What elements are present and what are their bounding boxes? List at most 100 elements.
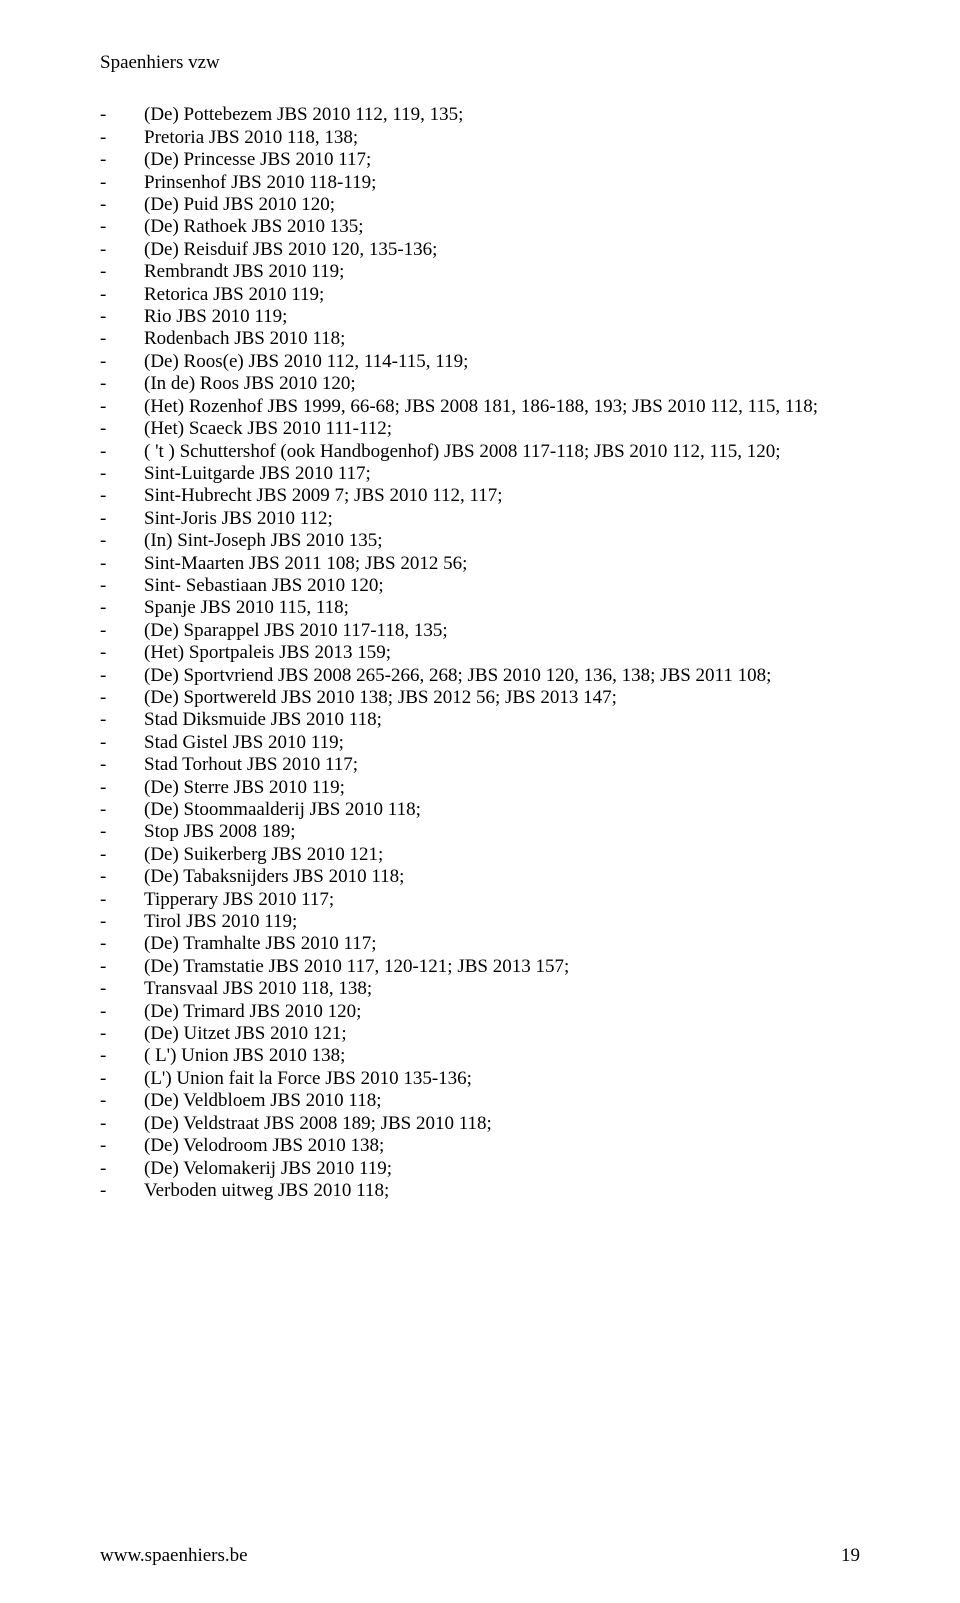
- bullet-dash: -: [100, 1158, 106, 1180]
- bullet-dash: -: [100, 777, 106, 799]
- list-item-text: Sint- Sebastiaan JBS 2010 120;: [144, 575, 384, 596]
- document-page: Spaenhiers vzw - (De) Pottebezem JBS 2010…: [0, 0, 960, 1603]
- list-item-text: Stad Gistel JBS 2010 119;: [144, 732, 344, 753]
- list-item: - (De) Roos(e) JBS 2010 112, 114-115, 119…: [100, 351, 860, 373]
- list-item-text: (De) Suikerberg JBS 2010 121;: [144, 844, 383, 865]
- list-item: - Stad Diksmuide JBS 2010 118;: [100, 709, 860, 731]
- list-item-text: (De) Sparappel JBS 2010 117-118, 135;: [144, 620, 448, 641]
- bullet-dash: -: [100, 866, 106, 888]
- bullet-dash: -: [100, 1068, 106, 1090]
- list-item-text: (De) Roos(e) JBS 2010 112, 114-115, 119;: [144, 351, 468, 372]
- bullet-dash: -: [100, 194, 106, 216]
- list-item: -(De) Uitzet JBS 2010 121;: [100, 1023, 860, 1045]
- list-item: -Pretoria JBS 2010 118, 138;: [100, 127, 860, 149]
- list-item: -Rio JBS 2010 119;: [100, 306, 860, 328]
- bullet-dash: -: [100, 149, 106, 171]
- list-item: - Tirol JBS 2010 119;: [100, 911, 860, 933]
- list-item-text: Rio JBS 2010 119;: [144, 306, 287, 327]
- list-item: - Verboden uitweg JBS 2010 118;: [100, 1180, 860, 1202]
- list-item: - (Het) Rozenhof JBS 1999, 66-68; JBS 200…: [100, 396, 860, 418]
- footer-url: www.spaenhiers.be: [100, 1545, 248, 1567]
- bullet-dash: -: [100, 1001, 106, 1023]
- list-item-text: Prinsenhof JBS 2010 118-119;: [144, 172, 376, 193]
- list-item: -Stop JBS 2008 189;: [100, 821, 860, 843]
- list-item-text: ( L') Union JBS 2010 138;: [144, 1045, 345, 1066]
- list-item: -(In de) Roos JBS 2010 120;: [100, 373, 860, 395]
- list-item-text: Tirol JBS 2010 119;: [144, 911, 297, 932]
- bullet-dash: -: [100, 911, 106, 933]
- bullet-dash: -: [100, 284, 106, 306]
- list-item: -Spanje JBS 2010 115, 118;: [100, 597, 860, 619]
- list-item-text: Retorica JBS 2010 119;: [144, 284, 324, 305]
- list-item-text: Sint-Joris JBS 2010 112;: [144, 508, 333, 529]
- bullet-dash: -: [100, 597, 106, 619]
- bullet-dash: -: [100, 396, 106, 418]
- list-item: - Tipperary JBS 2010 117;: [100, 889, 860, 911]
- list-item-text: (Het) Rozenhof JBS 1999, 66-68; JBS 2008…: [144, 396, 818, 417]
- bullet-dash: -: [100, 172, 106, 194]
- list-item: -Sint-Maarten JBS 2011 108; JBS 2012 56;: [100, 553, 860, 575]
- bullet-dash: -: [100, 642, 106, 664]
- list-item-text: (De) Rathoek JBS 2010 135;: [144, 216, 364, 237]
- list-item-text: (De) Veldstraat JBS 2008 189; JBS 2010 1…: [144, 1113, 492, 1134]
- list-item-text: (In) Sint-Joseph JBS 2010 135;: [144, 530, 383, 551]
- list-item: - (L') Union fait la Force JBS 2010 135-1…: [100, 1068, 860, 1090]
- bullet-dash: -: [100, 418, 106, 440]
- list-item-text: Stop JBS 2008 189;: [144, 821, 296, 842]
- list-item: -(De) Stoommaalderij JBS 2010 118;: [100, 799, 860, 821]
- list-item-text: (De) Veldbloem JBS 2010 118;: [144, 1090, 382, 1111]
- list-item: - Sint-Hubrecht JBS 2009 7; JBS 2010 112,…: [100, 485, 860, 507]
- bullet-dash: -: [100, 216, 106, 238]
- bullet-dash: -: [100, 1090, 106, 1112]
- list-item: -Stad Gistel JBS 2010 119;: [100, 732, 860, 754]
- list-item: -(Het) Scaeck JBS 2010 111-112;: [100, 418, 860, 440]
- bullet-dash: -: [100, 104, 106, 126]
- list-item: -(De) Sportvriend JBS 2008 265-266, 268;…: [100, 665, 860, 687]
- list-item-text: (De) Pottebezem JBS 2010 112, 119, 135;: [144, 104, 463, 125]
- bullet-dash: -: [100, 441, 106, 463]
- bullet-dash: -: [100, 709, 106, 731]
- bullet-dash: -: [100, 508, 106, 530]
- bullet-dash: -: [100, 1180, 106, 1202]
- list-item-text: Transvaal JBS 2010 118, 138;: [144, 978, 372, 999]
- list-item-text: Sint-Hubrecht JBS 2009 7; JBS 2010 112, …: [144, 485, 503, 506]
- bullet-dash: -: [100, 1135, 106, 1157]
- list-item-text: (De) Puid JBS 2010 120;: [144, 194, 335, 215]
- page-footer: www.spaenhiers.be 19: [100, 1545, 860, 1567]
- list-item: -(De) Trimard JBS 2010 120;: [100, 1001, 860, 1023]
- list-item: -Rembrandt JBS 2010 119;: [100, 261, 860, 283]
- bullet-dash: -: [100, 530, 106, 552]
- bullet-dash: -: [100, 1045, 106, 1067]
- bullet-dash: -: [100, 351, 106, 373]
- list-item-text: Tipperary JBS 2010 117;: [144, 889, 334, 910]
- bullet-dash: -: [100, 1023, 106, 1045]
- list-item: - (De) Pottebezem JBS 2010 112, 119, 135;: [100, 104, 860, 126]
- list-item-text: Stad Diksmuide JBS 2010 118;: [144, 709, 382, 730]
- list-item: - (De) Sparappel JBS 2010 117-118, 135;: [100, 620, 860, 642]
- bullet-dash: -: [100, 485, 106, 507]
- list-item-text: (De) Tramhalte JBS 2010 117;: [144, 933, 377, 954]
- list-item: - (De) Puid JBS 2010 120;: [100, 194, 860, 216]
- list-item: - Sint-Joris JBS 2010 112;: [100, 508, 860, 530]
- list-item-text: Rodenbach JBS 2010 118;: [144, 328, 345, 349]
- page-header: Spaenhiers vzw: [100, 52, 860, 74]
- list-item: -(De) Tramstatie JBS 2010 117, 120-121; …: [100, 956, 860, 978]
- list-item: - (De) Rathoek JBS 2010 135;: [100, 216, 860, 238]
- list-item-text: (In de) Roos JBS 2010 120;: [144, 373, 356, 394]
- list-item-text: Verboden uitweg JBS 2010 118;: [144, 1180, 389, 1201]
- bullet-dash: -: [100, 933, 106, 955]
- list-item-text: (L') Union fait la Force JBS 2010 135-13…: [144, 1068, 472, 1089]
- list-item-text: Stad Torhout JBS 2010 117;: [144, 754, 358, 775]
- bullet-dash: -: [100, 620, 106, 642]
- bullet-dash: -: [100, 754, 106, 776]
- list-item: - Prinsenhof JBS 2010 118-119;: [100, 172, 860, 194]
- bullet-dash: -: [100, 665, 106, 687]
- list-item-text: (De) Tramstatie JBS 2010 117, 120-121; J…: [144, 956, 569, 977]
- bullet-dash: -: [100, 1113, 106, 1135]
- bullet-dash: -: [100, 889, 106, 911]
- list-item: -(Het) Sportpaleis JBS 2013 159;: [100, 642, 860, 664]
- list-item: -( 't ) Schuttershof (ook Handbogenhof) …: [100, 441, 860, 463]
- list-item: -(De) Velodroom JBS 2010 138;: [100, 1135, 860, 1157]
- bullet-dash: -: [100, 127, 106, 149]
- bullet-dash: -: [100, 553, 106, 575]
